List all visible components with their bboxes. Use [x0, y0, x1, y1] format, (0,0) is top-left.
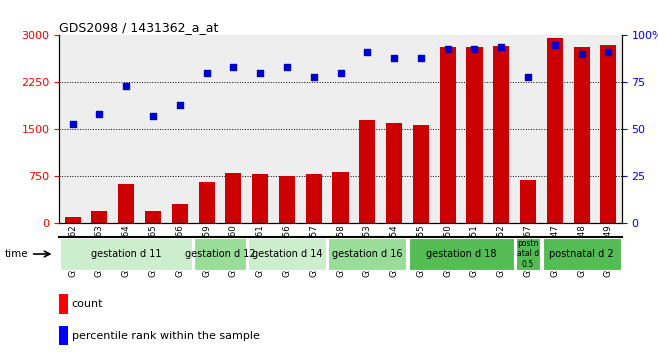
Point [469, 46, 480, 51]
Point [362, 50, 372, 55]
Bar [520, 181, 536, 223]
Point [416, 55, 426, 61]
Bar [279, 176, 295, 223]
Point [174, 102, 185, 108]
Bar [61, 238, 192, 270]
Point [147, 113, 158, 119]
Point [389, 55, 399, 61]
Bar [199, 182, 215, 223]
Bar [440, 47, 456, 223]
Text: postn
atal d
0.5: postn atal d 0.5 [517, 239, 539, 269]
Point [121, 83, 132, 89]
Text: time: time [5, 249, 28, 259]
Text: gestation d 12: gestation d 12 [185, 249, 255, 259]
Text: gestation d 14: gestation d 14 [251, 249, 322, 259]
Bar [225, 173, 241, 223]
Bar [494, 46, 509, 223]
Text: GDS2098 / 1431362_a_at: GDS2098 / 1431362_a_at [59, 21, 218, 34]
Text: count: count [72, 299, 103, 309]
Bar [91, 211, 107, 223]
Bar [194, 238, 245, 270]
Point [94, 112, 105, 117]
Point [522, 74, 533, 80]
Point [496, 44, 507, 50]
Bar [467, 47, 482, 223]
Text: postnatal d 2: postnatal d 2 [549, 249, 614, 259]
Point [442, 46, 453, 51]
Point [576, 51, 587, 57]
Point [67, 121, 78, 126]
Bar [252, 173, 268, 223]
Bar [118, 184, 134, 223]
Bar [328, 238, 407, 270]
Bar [306, 173, 322, 223]
Bar [386, 123, 402, 223]
Bar [359, 120, 375, 223]
Point [549, 42, 560, 47]
Point [228, 64, 239, 70]
Text: gestation d 18: gestation d 18 [426, 249, 496, 259]
Bar [145, 211, 161, 223]
Bar [542, 238, 620, 270]
Point [309, 74, 319, 80]
Text: percentile rank within the sample: percentile rank within the sample [72, 331, 259, 341]
Bar [409, 238, 514, 270]
Point [603, 50, 614, 55]
Text: gestation d 16: gestation d 16 [332, 249, 403, 259]
Bar [332, 172, 349, 223]
Bar [413, 125, 429, 223]
Point [335, 70, 346, 76]
Point [255, 70, 265, 76]
Bar [600, 45, 617, 223]
Point [201, 70, 212, 76]
Point [282, 64, 292, 70]
Bar [64, 217, 81, 223]
Bar [516, 238, 540, 270]
Bar [59, 295, 68, 314]
Bar [172, 204, 188, 223]
Bar [59, 326, 68, 346]
Bar [574, 47, 590, 223]
Bar [248, 238, 326, 270]
Bar [547, 38, 563, 223]
Text: gestation d 11: gestation d 11 [91, 249, 161, 259]
